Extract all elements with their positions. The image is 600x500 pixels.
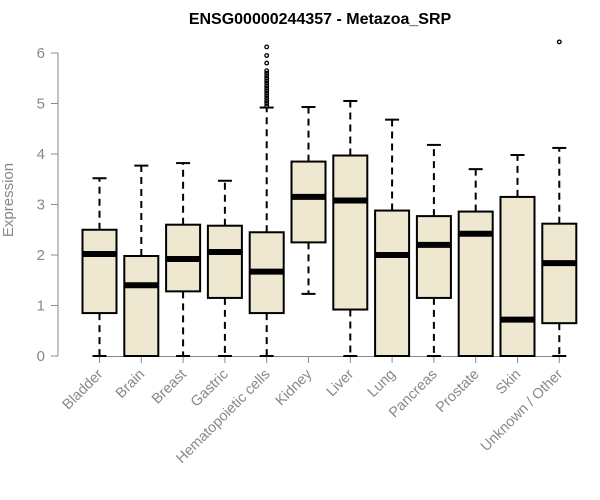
outlier-point (264, 93, 270, 99)
x-tick-label: Kidney (273, 366, 316, 409)
y-tick-label: 4 (37, 146, 45, 163)
box-group (290, 106, 327, 295)
outlier-point (264, 68, 270, 74)
x-tick-label: Lung (365, 367, 399, 401)
x-tick-label: Breast (149, 367, 190, 408)
outlier-point (264, 95, 270, 101)
outlier-point (264, 78, 270, 84)
box-group (206, 179, 243, 357)
box (206, 224, 243, 299)
outlier-point (264, 98, 270, 104)
box (415, 215, 452, 299)
box-group (123, 164, 160, 358)
outlier-point (264, 44, 270, 50)
outlier-point (264, 75, 270, 81)
y-axis-label: Expression (0, 163, 17, 237)
x-tick-label: Skin (493, 367, 524, 398)
outlier-point (264, 85, 270, 91)
x-tick-label: Bladder (60, 366, 107, 413)
box-group (332, 99, 369, 357)
x-tick-label: Brain (113, 367, 148, 402)
outlier-point (264, 101, 270, 106)
y-tick-label: 0 (37, 348, 45, 365)
box-group (499, 154, 536, 357)
outlier-point (264, 90, 270, 96)
box-group (374, 118, 411, 357)
box-group (81, 177, 118, 357)
box (81, 228, 118, 315)
box-group (165, 162, 202, 357)
box-series (81, 39, 578, 358)
box (332, 154, 369, 311)
box (290, 160, 327, 244)
y-tick-label: 6 (37, 45, 45, 62)
box (541, 222, 578, 325)
y-tick-label: 3 (37, 197, 45, 214)
outlier-point (264, 73, 270, 79)
outlier-point (264, 53, 270, 58)
chart-title: ENSG00000244357 - Metazoa_SRP (189, 11, 452, 28)
box-group (541, 39, 578, 357)
y-tick-label: 2 (37, 247, 45, 264)
outlier-point (264, 70, 270, 76)
y-tick-label: 1 (37, 298, 45, 315)
box (499, 195, 536, 357)
outlier-point (264, 88, 270, 94)
outlier-point (264, 60, 270, 66)
box-group (415, 143, 452, 357)
y-tick-label: 5 (37, 96, 45, 113)
outlier-point (264, 80, 270, 86)
box-group (457, 168, 494, 357)
outlier-point (556, 39, 562, 45)
box-group (248, 44, 285, 357)
outlier-point (264, 83, 270, 89)
y-axis: 0 1 2 3 4 5 6 (37, 45, 59, 365)
x-tick-label: Liver (324, 366, 358, 400)
box (123, 255, 160, 358)
box (374, 209, 411, 357)
outlier-point (264, 103, 270, 109)
x-tick-label: Prostate (433, 367, 482, 416)
